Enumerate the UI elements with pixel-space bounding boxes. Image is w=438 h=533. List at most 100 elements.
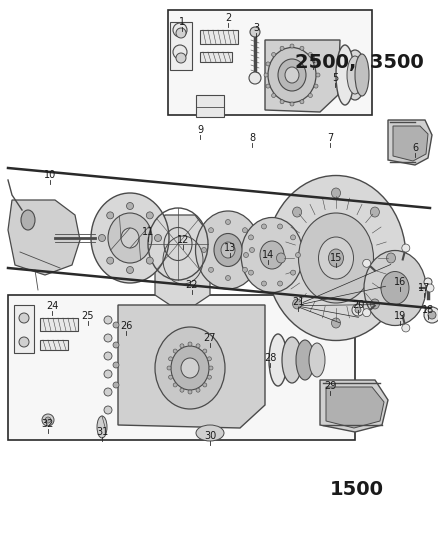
Ellipse shape — [263, 73, 267, 77]
Ellipse shape — [423, 307, 438, 323]
Ellipse shape — [19, 337, 29, 347]
Ellipse shape — [176, 53, 186, 63]
Ellipse shape — [425, 284, 433, 292]
Ellipse shape — [265, 175, 405, 341]
Text: 26: 26 — [120, 321, 132, 331]
Ellipse shape — [292, 207, 301, 217]
Ellipse shape — [277, 224, 282, 229]
Ellipse shape — [370, 299, 378, 309]
Polygon shape — [8, 295, 354, 440]
Ellipse shape — [195, 425, 223, 441]
Ellipse shape — [243, 253, 248, 257]
Ellipse shape — [331, 188, 340, 198]
Ellipse shape — [299, 46, 303, 50]
Ellipse shape — [173, 23, 187, 37]
Ellipse shape — [362, 260, 370, 268]
Polygon shape — [118, 305, 265, 428]
Ellipse shape — [385, 253, 395, 263]
Ellipse shape — [307, 52, 312, 56]
Polygon shape — [325, 387, 383, 428]
Ellipse shape — [249, 247, 254, 253]
Ellipse shape — [91, 193, 169, 283]
Text: 2500,  3500: 2500, 3500 — [294, 52, 423, 71]
Text: 19: 19 — [393, 311, 405, 321]
Ellipse shape — [126, 203, 133, 209]
Ellipse shape — [126, 266, 133, 273]
Text: 7: 7 — [326, 133, 332, 143]
Text: 18: 18 — [421, 305, 433, 315]
Ellipse shape — [335, 45, 353, 105]
Text: 4: 4 — [309, 55, 315, 65]
Text: 29: 29 — [323, 381, 336, 391]
Text: 12: 12 — [177, 235, 189, 245]
Ellipse shape — [106, 257, 113, 264]
Ellipse shape — [328, 249, 343, 267]
Ellipse shape — [259, 241, 283, 269]
Ellipse shape — [354, 307, 360, 313]
Ellipse shape — [268, 334, 286, 386]
Ellipse shape — [271, 93, 275, 98]
Ellipse shape — [202, 349, 206, 353]
Ellipse shape — [290, 270, 295, 275]
Ellipse shape — [108, 213, 152, 263]
Ellipse shape — [290, 102, 293, 106]
Ellipse shape — [248, 72, 261, 84]
Text: 9: 9 — [197, 125, 203, 135]
Text: 27: 27 — [203, 333, 216, 343]
Text: 15: 15 — [329, 253, 341, 263]
Ellipse shape — [331, 318, 340, 328]
Ellipse shape — [173, 383, 177, 387]
Bar — [200, 30, 237, 44]
Text: 1: 1 — [179, 17, 185, 27]
Ellipse shape — [261, 281, 266, 286]
Ellipse shape — [207, 375, 211, 379]
Ellipse shape — [225, 276, 230, 280]
Ellipse shape — [146, 257, 153, 264]
Ellipse shape — [318, 237, 353, 279]
Ellipse shape — [299, 100, 303, 104]
Ellipse shape — [248, 235, 253, 240]
Ellipse shape — [104, 352, 112, 360]
Ellipse shape — [104, 316, 112, 324]
Ellipse shape — [261, 224, 266, 229]
Polygon shape — [8, 200, 80, 275]
Text: 31: 31 — [95, 427, 108, 437]
Text: 28: 28 — [263, 353, 276, 363]
Ellipse shape — [104, 334, 112, 342]
Bar — [40, 340, 68, 350]
Ellipse shape — [113, 382, 119, 388]
Ellipse shape — [202, 383, 206, 387]
Text: 14: 14 — [261, 250, 273, 260]
Ellipse shape — [401, 324, 409, 332]
Ellipse shape — [180, 344, 184, 348]
Ellipse shape — [279, 100, 283, 104]
Ellipse shape — [220, 242, 234, 258]
Ellipse shape — [97, 416, 107, 438]
Ellipse shape — [380, 271, 408, 304]
Ellipse shape — [313, 62, 317, 66]
Ellipse shape — [201, 247, 206, 253]
Bar — [14, 305, 34, 353]
Ellipse shape — [171, 346, 208, 390]
Ellipse shape — [277, 281, 282, 286]
Bar — [195, 95, 223, 117]
Polygon shape — [265, 40, 339, 112]
Text: 10: 10 — [44, 170, 56, 180]
Ellipse shape — [281, 337, 301, 383]
Ellipse shape — [113, 322, 119, 328]
Text: 8: 8 — [248, 133, 254, 143]
Bar — [200, 52, 231, 62]
Text: 5: 5 — [331, 73, 337, 83]
Text: 25: 25 — [81, 311, 94, 321]
Ellipse shape — [242, 228, 247, 233]
Bar — [40, 318, 78, 331]
Ellipse shape — [196, 344, 200, 348]
Ellipse shape — [225, 220, 230, 224]
Text: 16: 16 — [393, 277, 405, 287]
Text: 24: 24 — [46, 301, 58, 311]
Text: 30: 30 — [203, 431, 215, 441]
Ellipse shape — [308, 343, 324, 377]
Ellipse shape — [166, 366, 171, 370]
Ellipse shape — [146, 212, 153, 219]
Ellipse shape — [290, 44, 293, 48]
